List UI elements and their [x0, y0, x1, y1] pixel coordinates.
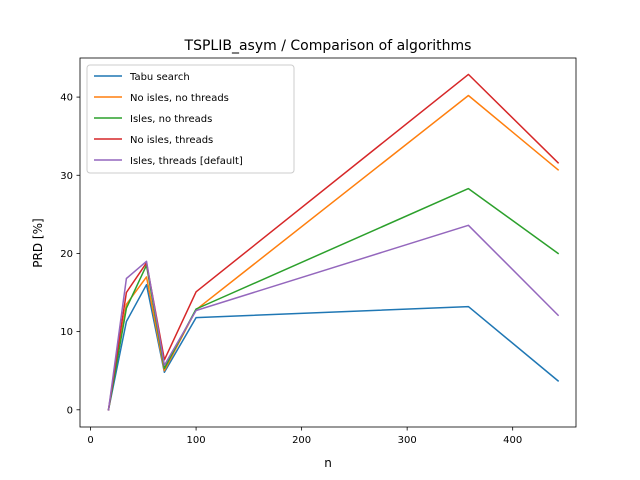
- legend-box: [86, 64, 295, 174]
- y-tick-label: 20: [60, 249, 73, 260]
- y-axis-label: PRD [%]: [31, 218, 45, 267]
- axis-ticks: 0 100 200 300 400 0 10 20 30 40: [60, 93, 522, 446]
- legend-entry-3: Isles, no threads: [130, 114, 212, 125]
- x-tick-label: 200: [292, 435, 311, 446]
- series-line-2: [107, 94, 560, 411]
- series-line-4: [107, 73, 560, 411]
- chart-title: TSPLIB_asym / Comparison of algorithms: [184, 38, 472, 54]
- series-line-5: [107, 224, 560, 411]
- plot-area: [107, 73, 560, 411]
- legend-entry-4: No isles, threads: [130, 135, 213, 146]
- series-line-3: [107, 187, 560, 411]
- legend-entry-1: Tabu search: [129, 72, 190, 83]
- y-tick-label: 40: [60, 93, 73, 104]
- axes-frame: [79, 57, 577, 428]
- y-tick-label: 0: [67, 405, 73, 416]
- legend-entry-5: Isles, threads [default]: [130, 156, 243, 167]
- y-tick-label: 30: [60, 171, 73, 182]
- legend: Tabu search No isles, no threads Isles, no…: [86, 64, 295, 174]
- x-tick-label: 300: [398, 435, 417, 446]
- x-axis-label: n: [324, 456, 332, 470]
- x-tick-label: 0: [87, 435, 93, 446]
- x-tick-label: 400: [503, 435, 522, 446]
- y-tick-label: 10: [60, 327, 73, 338]
- legend-entry-2: No isles, no threads: [130, 93, 229, 104]
- series-line-1: [107, 283, 560, 411]
- x-tick-label: 100: [187, 435, 206, 446]
